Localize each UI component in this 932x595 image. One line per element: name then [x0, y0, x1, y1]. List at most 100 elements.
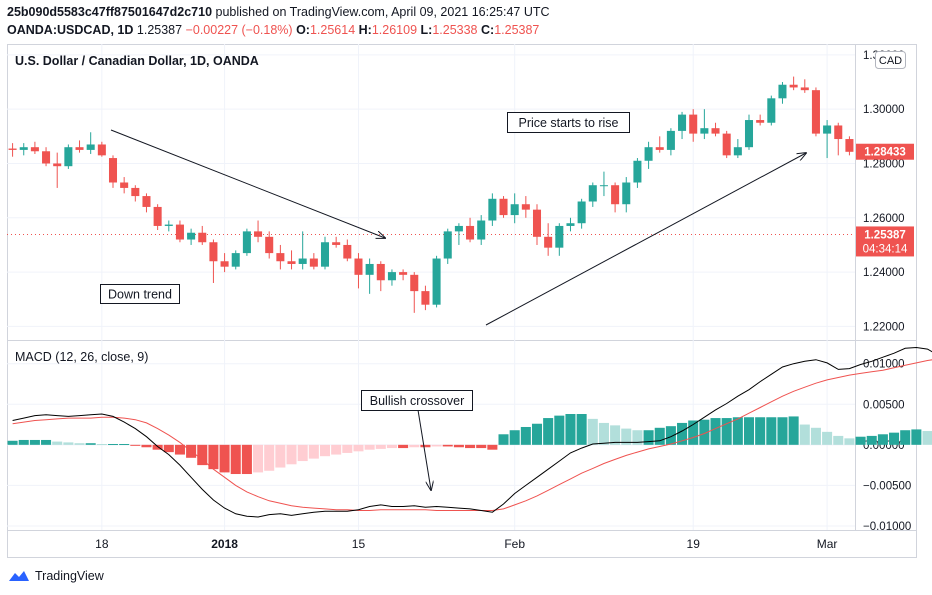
- histogram-bar: [353, 444, 364, 452]
- candle-body: [544, 236, 553, 248]
- candle: [711, 122, 720, 137]
- candle-body: [666, 130, 675, 150]
- candle-body: [53, 163, 62, 167]
- histogram-bar: [141, 444, 152, 448]
- candle-body: [120, 182, 129, 188]
- histogram-bar: [810, 427, 821, 445]
- candle-body: [265, 236, 274, 254]
- candle: [555, 223, 564, 256]
- macd-histogram: [7, 414, 932, 475]
- histogram-bar: [297, 444, 308, 462]
- candle-body: [97, 144, 106, 156]
- candle: [175, 220, 184, 243]
- down-trend-label-box[interactable]: [100, 284, 180, 304]
- price-tick-label: 1.22000: [863, 321, 905, 333]
- histogram-bar: [442, 444, 453, 447]
- time-tick-label: Feb: [504, 537, 525, 551]
- time-axis-ticks: 18201815Feb19Mar19: [95, 537, 837, 551]
- candle-body: [309, 258, 318, 267]
- candle-body: [588, 185, 597, 202]
- histogram-bar: [286, 444, 297, 465]
- crossover-label-box[interactable]: [361, 390, 473, 411]
- tradingview-footer[interactable]: TradingView: [8, 569, 104, 583]
- histogram-bar: [554, 415, 565, 445]
- candle-body: [454, 225, 463, 232]
- candle-body: [75, 147, 84, 150]
- histogram-bar: [74, 443, 85, 445]
- candle: [466, 217, 475, 243]
- candle: [231, 250, 240, 270]
- histogram-bar: [398, 444, 409, 449]
- candle-body: [566, 223, 575, 226]
- candle-body: [744, 120, 754, 148]
- candle: [220, 253, 229, 273]
- candle-body: [209, 242, 218, 262]
- candle: [633, 158, 642, 188]
- histogram-bar: [877, 434, 888, 445]
- candle: [499, 196, 508, 218]
- open-label: O:: [296, 23, 310, 37]
- histogram-bar: [476, 444, 487, 449]
- histogram-bar: [487, 444, 498, 450]
- price-pane-title: U.S. Dollar / Canadian Dollar, 1D, OANDA: [15, 54, 259, 68]
- candle-body: [354, 258, 363, 275]
- rise-label-box[interactable]: [507, 112, 630, 133]
- histogram-bar: [85, 443, 96, 445]
- histogram-bar: [677, 422, 688, 445]
- histogram-bar: [197, 444, 208, 466]
- histogram-bar: [29, 439, 40, 445]
- histogram-bar: [654, 427, 665, 445]
- candle-body: [108, 158, 118, 183]
- candle: [131, 185, 140, 202]
- candle-body: [399, 272, 408, 275]
- candle: [700, 109, 709, 140]
- histogram-bar: [264, 444, 275, 471]
- candle-body: [42, 151, 51, 164]
- candle-body: [287, 261, 296, 264]
- close-value: 1.25387: [494, 23, 540, 37]
- histogram-bar: [844, 438, 855, 445]
- histogram-bar: [587, 418, 598, 445]
- high-value: 1.26109: [371, 23, 418, 37]
- time-tick-label: 18: [95, 537, 109, 551]
- histogram-bar: [788, 416, 799, 445]
- histogram-bar: [565, 414, 576, 445]
- candle-body: [477, 220, 486, 240]
- candle: [376, 261, 385, 292]
- candle-body: [276, 253, 285, 262]
- histogram-bar: [275, 444, 286, 468]
- currency-badge[interactable]: [875, 51, 906, 69]
- price-tick-label: 1.26000: [863, 213, 905, 225]
- macd-tick-label: −0.01000: [863, 521, 911, 533]
- ohlc-legend: OANDA:USDCAD, 1D 1.25387 −0.00227 (−0.18…: [7, 23, 539, 37]
- candle: [410, 272, 419, 313]
- histogram-bar: [866, 435, 877, 445]
- candle-body: [689, 114, 698, 134]
- histogram-bar: [621, 428, 632, 445]
- candle: [254, 220, 263, 243]
- macd-tick-label: −0.00500: [863, 480, 911, 492]
- histogram-bar: [911, 429, 922, 445]
- histogram-bar: [253, 444, 264, 473]
- candle: [733, 139, 742, 159]
- candle-body: [611, 185, 620, 205]
- candle: [198, 225, 207, 245]
- price-tick-label: 1.24000: [863, 267, 905, 279]
- candle: [242, 228, 251, 256]
- histogram-bar: [342, 444, 353, 453]
- tradingview-logo-text: TradingView: [35, 569, 104, 583]
- candle: [19, 143, 28, 156]
- histogram-bar: [598, 422, 609, 445]
- candle-body: [700, 128, 709, 134]
- candle: [53, 152, 62, 188]
- candle: [153, 204, 162, 231]
- candle: [488, 193, 497, 226]
- histogram-bar: [610, 425, 621, 445]
- candle: [756, 114, 765, 126]
- candle-body: [532, 209, 542, 237]
- histogram-bar: [431, 444, 442, 447]
- histogram-bar: [364, 444, 375, 450]
- candle: [432, 255, 441, 308]
- time-tick-label: 15: [352, 537, 366, 551]
